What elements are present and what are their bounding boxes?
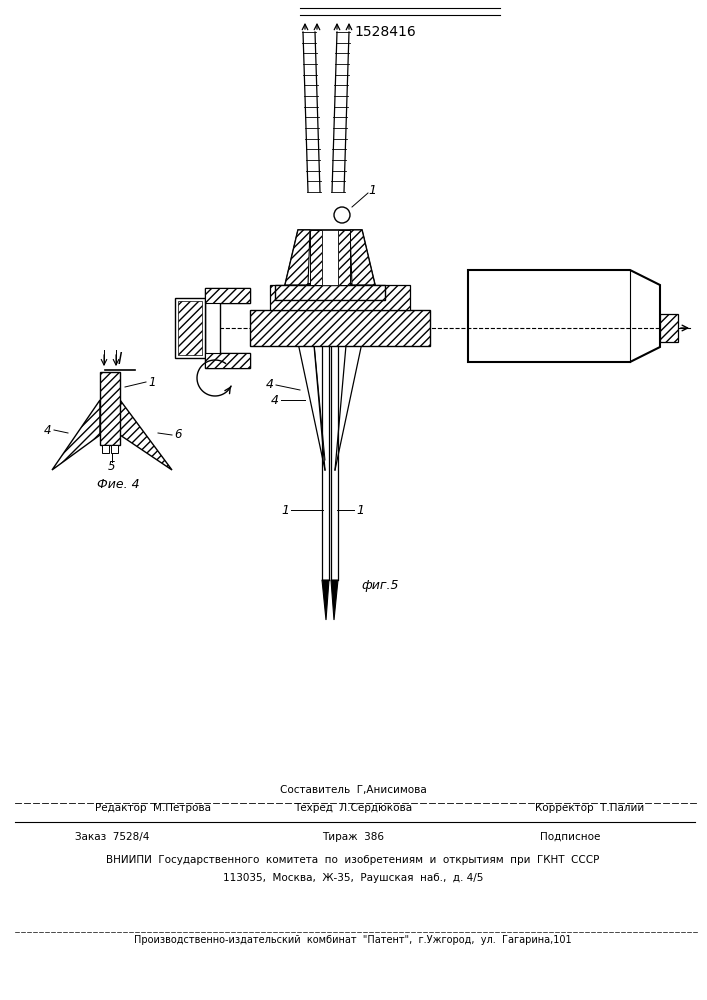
Text: Заказ  7528/4: Заказ 7528/4 [75,832,149,842]
Polygon shape [275,285,385,300]
Polygon shape [178,301,202,355]
Text: ВНИИПИ  Государственного  комитета  по  изобретениям  и  открытиям  при  ГКНТ  С: ВНИИПИ Государственного комитета по изоб… [106,855,600,865]
Polygon shape [300,238,360,283]
Polygon shape [250,310,430,346]
Polygon shape [322,230,338,285]
Text: Тираж  386: Тираж 386 [322,832,384,842]
Text: 4: 4 [266,378,274,391]
Text: Подписное: Подписное [540,832,600,842]
Text: Составитель  Г,Анисимова: Составитель Г,Анисимова [280,785,426,795]
Polygon shape [102,445,109,453]
Text: 1528416: 1528416 [354,25,416,39]
Polygon shape [338,230,350,285]
Polygon shape [205,288,250,368]
Polygon shape [205,353,250,368]
Text: 4: 4 [271,393,279,406]
Text: 1: 1 [281,504,289,516]
Text: 6: 6 [174,428,182,442]
Polygon shape [350,230,375,285]
Text: Техред  Л.Сердюкова: Техред Л.Сердюкова [294,803,412,813]
Polygon shape [205,288,250,303]
Polygon shape [468,270,660,362]
Text: 4: 4 [45,424,52,436]
Polygon shape [331,580,338,620]
Text: 1: 1 [148,375,156,388]
Polygon shape [111,445,118,453]
Polygon shape [285,230,310,285]
Polygon shape [285,230,375,285]
Polygon shape [100,372,120,445]
Polygon shape [52,400,100,470]
Text: I: I [118,353,122,367]
Polygon shape [175,298,205,358]
Text: Редактор  М.Петрова: Редактор М.Петрова [95,803,211,813]
Polygon shape [322,580,329,620]
Text: 1: 1 [368,184,376,196]
Text: Фие. 4: Фие. 4 [97,479,139,491]
Polygon shape [310,230,322,285]
Text: фиг.5: фиг.5 [361,578,399,591]
Text: Корректор  Т.Палий: Корректор Т.Палий [535,803,645,813]
Text: 5: 5 [108,460,116,474]
Text: Производственно-издательский  комбинат  "Патент",  г.Ужгород,  ул.  Гагарина,101: Производственно-издательский комбинат "П… [134,935,572,945]
Polygon shape [660,314,678,342]
Text: 113035,  Москва,  Ж-35,  Раушская  наб.,  д. 4/5: 113035, Москва, Ж-35, Раушская наб., д. … [223,873,483,883]
Polygon shape [120,400,172,470]
Polygon shape [270,285,410,310]
Text: 1: 1 [356,504,364,516]
